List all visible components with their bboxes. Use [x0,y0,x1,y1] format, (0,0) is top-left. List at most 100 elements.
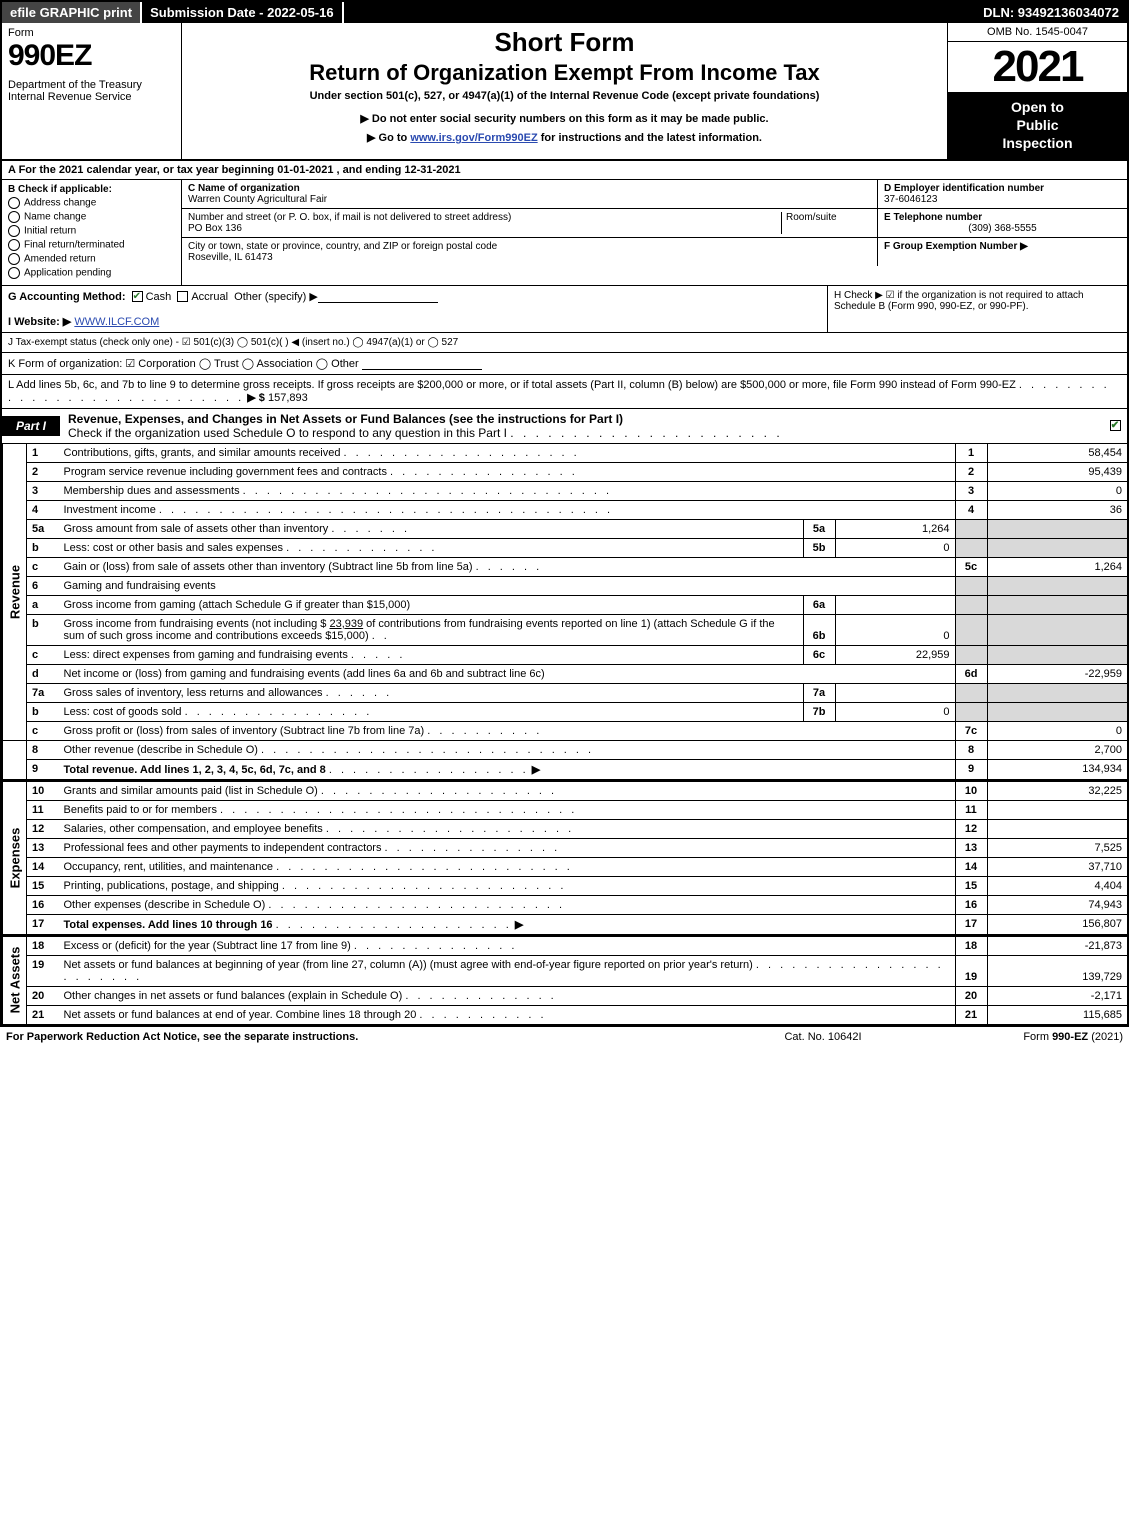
l6a-subv [835,595,955,614]
l6-amt-shade [987,576,1127,595]
e-label: E Telephone number [884,212,982,223]
chk-accrual[interactable] [177,291,188,302]
part1-check[interactable] [1103,420,1127,432]
street-value: PO Box 136 [188,223,242,234]
l4-dots: . . . . . . . . . . . . . . . . . . . . … [159,504,613,516]
l7c-num: c [27,721,59,740]
side-revenue: Revenue [3,444,27,741]
topbar: efile GRAPHIC print Submission Date - 20… [2,2,1127,23]
e-phone: E Telephone number (309) 368-5555 [877,209,1127,237]
l12-d: Salaries, other compensation, and employ… [64,823,323,835]
g-cash: Cash [146,291,172,303]
row-k-text: K Form of organization: ☑ Corporation ◯ … [8,358,359,370]
irs-link[interactable]: www.irs.gov/Form990EZ [410,132,537,144]
chk-final[interactable]: Final return/terminated [8,239,175,251]
l7c-dots: . . . . . . . . . . [427,725,542,737]
l7c-desc: Gross profit or (loss) from sales of inv… [59,721,956,740]
row-a: A For the 2021 calendar year, or tax yea… [2,161,1127,180]
chk-amended[interactable]: Amended return [8,253,175,265]
l14-num: 14 [27,857,59,876]
l18-col: 18 [955,936,987,956]
l15-col: 15 [955,876,987,895]
l5a-num: 5a [27,519,59,538]
header-right: OMB No. 1545-0047 2021 Open to Public In… [947,23,1127,159]
l6b-sub: 6b [803,614,835,645]
sub3-post: for instructions and the latest informat… [538,132,762,144]
l3-d: Membership dues and assessments [64,485,240,497]
l5b-amt-shade [987,538,1127,557]
l18-num: 18 [27,936,59,956]
l7a-desc: Gross sales of inventory, less returns a… [59,683,804,702]
side-revenue-label: Revenue [7,564,22,618]
l16-d: Other expenses (describe in Schedule O) [64,899,266,911]
g-other: Other (specify) ▶ [234,291,318,303]
l6-num: 6 [27,576,59,595]
insp2: Public [952,116,1123,134]
l13-dots: . . . . . . . . . . . . . . . [385,842,561,854]
l4-d: Investment income [64,504,156,516]
g-label: G Accounting Method: [8,291,126,303]
l1-amt: 58,454 [987,444,1127,463]
l2-col: 2 [955,462,987,481]
f-label: F Group Exemption Number ▶ [884,241,1028,252]
l5c-dots: . . . . . . [476,561,543,573]
l2-dots: . . . . . . . . . . . . . . . . [390,466,578,478]
l4-amt: 36 [987,500,1127,519]
side-expenses: Expenses [3,781,27,935]
chk-cash[interactable] [132,291,143,302]
inspection-box: Open to Public Inspection [948,92,1127,159]
part1-tab: Part I [2,416,60,436]
l9-col: 9 [955,759,987,779]
l5b-desc: Less: cost or other basis and sales expe… [59,538,804,557]
i-label: I Website: ▶ [8,316,71,328]
l5b-sub: 5b [803,538,835,557]
l10-d: Grants and similar amounts paid (list in… [64,785,318,797]
chk-initial[interactable]: Initial return [8,225,175,237]
l7b-desc: Less: cost of goods sold . . . . . . . .… [59,702,804,721]
l6b-dots: . . [372,630,390,642]
l12-amt [987,819,1127,838]
l13-amt: 7,525 [987,838,1127,857]
row-l: L Add lines 5b, 6c, and 7b to line 9 to … [2,375,1127,409]
l8-d: Other revenue (describe in Schedule O) [64,744,258,756]
g-other-blank [318,291,438,303]
efile-print[interactable]: efile GRAPHIC print [2,2,142,23]
l8-desc: Other revenue (describe in Schedule O) .… [59,741,956,760]
l5c-d: Gain or (loss) from sale of assets other… [64,561,473,573]
l21-d: Net assets or fund balances at end of ye… [64,1009,417,1021]
l9-amt: 134,934 [987,759,1127,779]
l21-desc: Net assets or fund balances at end of ye… [59,1005,956,1024]
chk-address[interactable]: Address change [8,197,175,209]
l-arrow: ▶ $ [247,392,268,404]
part1-title: Revenue, Expenses, and Changes in Net As… [60,409,1103,443]
l2-num: 2 [27,462,59,481]
l16-num: 16 [27,895,59,914]
ein-value: 37-6046123 [884,194,937,205]
l6a-amt-shade [987,595,1127,614]
l18-amt: -21,873 [987,936,1127,956]
l4-desc: Investment income . . . . . . . . . . . … [59,500,956,519]
l7a-num: 7a [27,683,59,702]
city-label: City or town, state or province, country… [188,241,497,252]
l3-amt: 0 [987,481,1127,500]
l19-amt: 139,729 [987,955,1127,986]
title-short: Short Form [190,27,939,58]
l20-col: 20 [955,986,987,1005]
chk-name[interactable]: Name change [8,211,175,223]
l19-d: Net assets or fund balances at beginning… [64,959,753,971]
dln: DLN: 93492136034072 [975,2,1127,23]
l6c-col-shade [955,645,987,664]
l5b-subv: 0 [835,538,955,557]
street-label: Number and street (or P. O. box, if mail… [188,212,511,223]
lines-revenue-2: 8 Other revenue (describe in Schedule O)… [2,741,1127,780]
l8-amt: 2,700 [987,741,1127,760]
header: Form 990EZ Department of the Treasury In… [2,23,1127,161]
chk-pending[interactable]: Application pending [8,267,175,279]
lines-revenue: Revenue 1 Contributions, gifts, grants, … [2,444,1127,741]
website-link[interactable]: WWW.ILCF.COM [74,316,159,328]
l17-dots: . . . . . . . . . . . . . . . . . . . . [276,919,512,931]
l7a-amt-shade [987,683,1127,702]
l17-num: 17 [27,914,59,934]
col-b: B Check if applicable: Address change Na… [2,180,182,285]
l14-dots: . . . . . . . . . . . . . . . . . . . . … [276,861,573,873]
